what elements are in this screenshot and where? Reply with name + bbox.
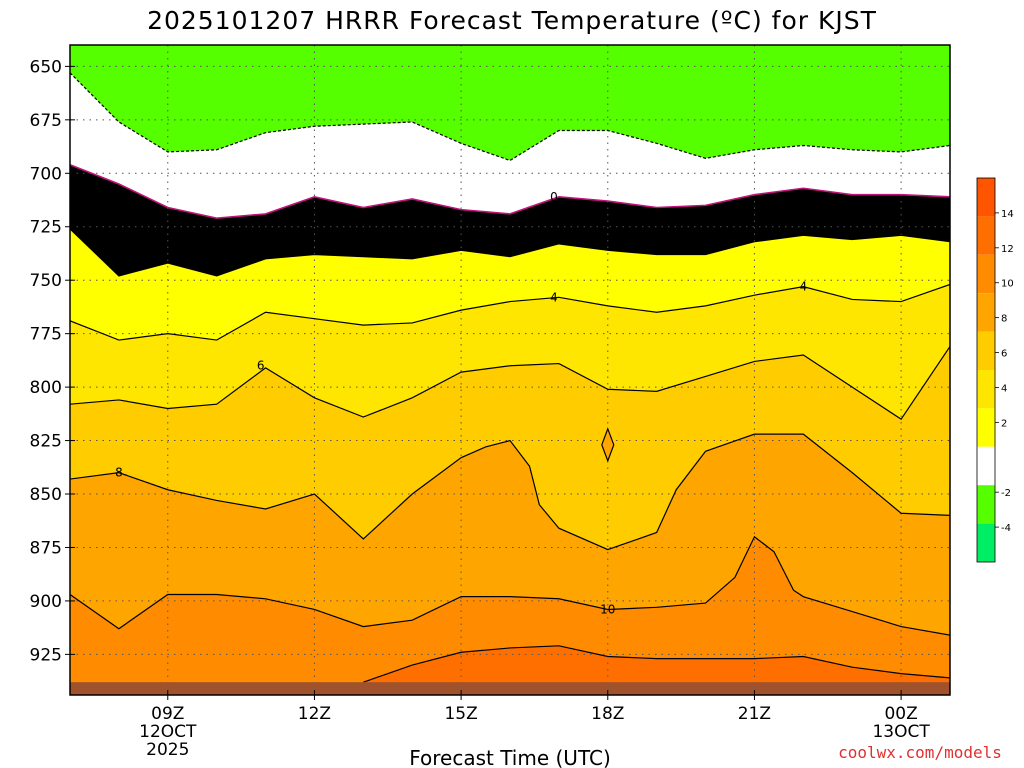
colorbar-tick-label: 6 xyxy=(1001,349,1007,360)
isotherm-line-2 xyxy=(70,228,950,277)
x-tick-label: 18Z xyxy=(591,704,624,724)
y-tick-label: 675 xyxy=(30,111,62,131)
colorbar-swatch xyxy=(977,331,995,370)
plot-frame xyxy=(69,44,951,696)
x-tick-label: 09Z xyxy=(151,704,184,724)
temperature-fills xyxy=(70,45,950,695)
colorbar-tick-label: 14 xyxy=(1001,209,1014,220)
colorbar-tick-label: -4 xyxy=(1001,523,1011,534)
colorbar-tick-label: 2 xyxy=(1001,418,1007,429)
x-axis-label: Forecast Time (UTC) xyxy=(409,746,611,768)
gridlines xyxy=(70,45,950,695)
isotherm-lines xyxy=(70,72,950,683)
isotherm-line-6 xyxy=(70,346,950,421)
contour-label: 4 xyxy=(550,290,558,304)
ground-band xyxy=(70,682,950,695)
y-tick-label: 925 xyxy=(30,645,62,665)
y-tick-label: 775 xyxy=(30,325,62,345)
isotherm-line-12 xyxy=(363,645,950,683)
isotherm-line-8 xyxy=(70,433,950,551)
colorbar-frame xyxy=(976,177,996,563)
y-axis: 650 675 700 725 750 775 800 825 850 875 900 925 xyxy=(30,57,75,665)
y-tick-label: 875 xyxy=(30,538,62,558)
fill-above-10 xyxy=(70,536,950,695)
isotherm-line--2 xyxy=(70,72,950,162)
contour-label: 6 xyxy=(257,359,265,373)
isotherm-line-10 xyxy=(70,535,950,636)
x-tick-label: 21Z xyxy=(738,704,771,724)
x-tick-label: 13OCT xyxy=(872,722,930,742)
colorbar-tick-label: 8 xyxy=(1001,314,1007,325)
closed-contour xyxy=(601,427,615,463)
colorbar-swatch xyxy=(977,408,995,447)
colorbar-swatch xyxy=(977,485,995,524)
x-tick-label: 2025 xyxy=(146,740,189,760)
colorbar-swatch xyxy=(977,370,995,409)
colorbar-tick-label: 12 xyxy=(1001,244,1014,255)
y-tick-label: 825 xyxy=(30,432,62,452)
colorbar-tick-label: 10 xyxy=(1001,279,1014,290)
y-tick-label: 900 xyxy=(30,592,62,612)
x-tick-label: 15Z xyxy=(444,704,477,724)
y-tick-label: 800 xyxy=(30,378,62,398)
contour-label: 10 xyxy=(600,602,615,616)
colorbar-swatch xyxy=(977,293,995,332)
contour-label: 0 xyxy=(550,190,558,204)
y-tick-label: 700 xyxy=(30,164,62,184)
isotherm-line-4 xyxy=(70,283,950,341)
y-tick-label: 750 xyxy=(30,271,62,291)
colorbar-swatch xyxy=(977,216,995,255)
contour-labels: 0 4 4 6 8 10 xyxy=(115,190,808,617)
y-tick-label: 650 xyxy=(30,57,62,77)
y-tick-label: 850 xyxy=(30,485,62,505)
x-tick-label: 12Z xyxy=(298,704,331,724)
colorbar-swatch xyxy=(977,523,995,562)
x-tick-label: 00Z xyxy=(884,704,917,724)
colorbar-swatch xyxy=(977,178,995,217)
ground-layer xyxy=(70,682,950,695)
colorbar-tick-label: 4 xyxy=(1001,383,1007,394)
credit-text: coolwx.com/models xyxy=(838,743,1002,762)
isotherm-line-0 xyxy=(70,163,950,219)
colorbar-swatch xyxy=(977,446,995,486)
colorbar: -4 -2 2 4 6 8 10 12 14 xyxy=(976,177,1014,563)
x-tick-label: 12OCT xyxy=(139,722,197,742)
chart-title: 2025101207 HRRR Forecast Temperature (ºC… xyxy=(147,6,877,35)
colorbar-tick-label: -2 xyxy=(1001,488,1011,499)
contour-label: 4 xyxy=(800,280,808,294)
y-tick-label: 725 xyxy=(30,218,62,238)
contour-label: 8 xyxy=(115,466,123,480)
colorbar-swatch xyxy=(977,254,995,294)
